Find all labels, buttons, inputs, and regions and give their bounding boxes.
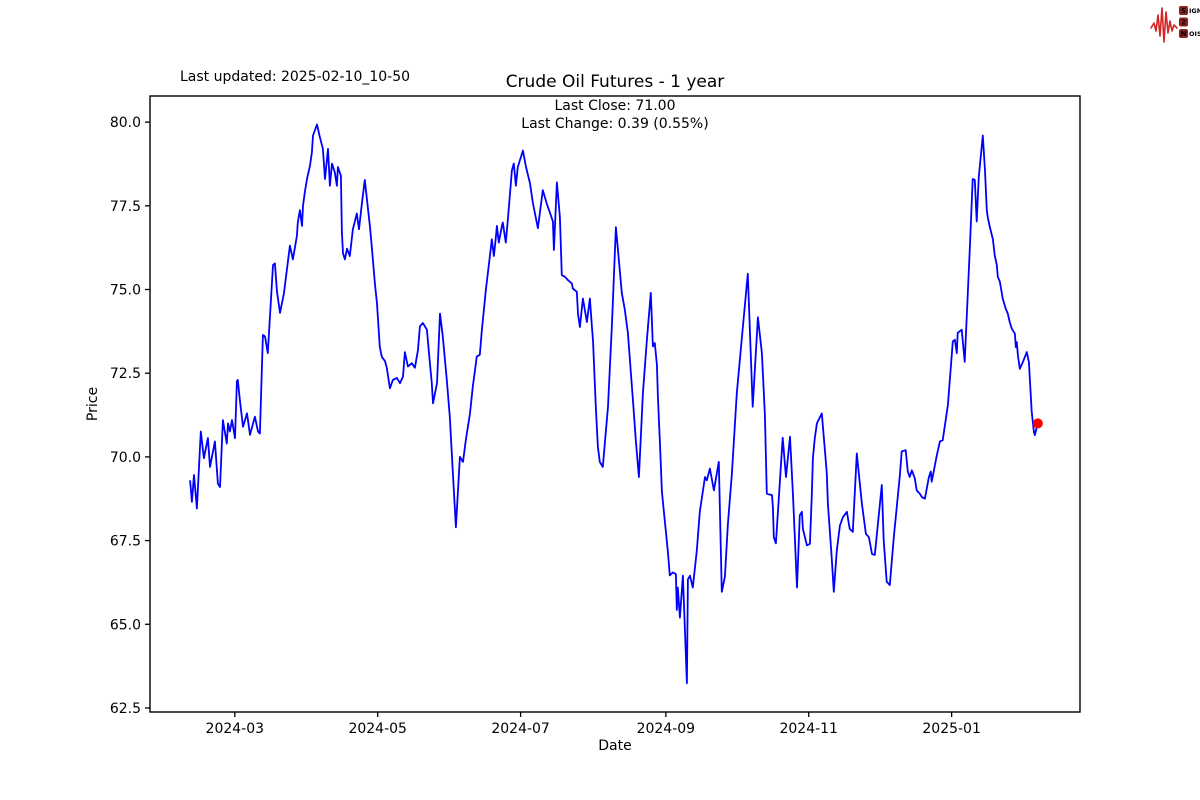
- logo-text: SIGNAL2 NOISE: [1179, 6, 1200, 38]
- price-line: [189, 123, 1039, 685]
- y-tick-label: 80.0: [110, 115, 141, 131]
- logo-box-letter: 2: [1181, 19, 1186, 27]
- logo-row-text: OISE: [1189, 30, 1200, 38]
- y-tick-label: 70.0: [110, 450, 141, 466]
- annotation-last-close: Last Close: 71.00: [555, 98, 676, 114]
- x-tick-label: 2024-09: [637, 721, 696, 737]
- waveform-icon: [1150, 7, 1178, 43]
- y-tick-label: 77.5: [110, 199, 141, 215]
- y-tick-label: 75.0: [110, 283, 141, 299]
- x-tick-label: 2024-11: [779, 721, 838, 737]
- y-tick-label: 65.0: [110, 617, 141, 633]
- last-close-marker: [1032, 418, 1043, 429]
- logo-box: [1179, 29, 1188, 38]
- y-axis-label: Price: [85, 387, 101, 421]
- logo-box-letter: N: [1181, 30, 1187, 38]
- chart-title: Crude Oil Futures - 1 year: [506, 72, 725, 92]
- plot-frame: [149, 95, 1081, 713]
- x-tick-label: 2024-03: [206, 721, 265, 737]
- annotation-last-change: Last Change: 0.39 (0.55%): [521, 116, 708, 132]
- logo-box: [1179, 17, 1188, 27]
- logo-row-text: IGNAL: [1189, 7, 1200, 15]
- x-tick-label: 2024-05: [348, 721, 407, 737]
- y-tick-label: 62.5: [110, 701, 141, 717]
- price-line-series: [189, 123, 1043, 685]
- y-tick-label: 72.5: [110, 366, 141, 382]
- last-updated-text: Last updated: 2025-02-10_10-50: [180, 69, 410, 85]
- y-tick-label: 67.5: [110, 534, 141, 550]
- x-axis-label: Date: [598, 738, 631, 754]
- logo-box: [1179, 6, 1188, 15]
- x-tick-label: 2024-07: [491, 721, 550, 737]
- y-axis-ticks: 80.0 77.5 75.0 72.5 70.0 67.5 65.0 62.5: [110, 115, 150, 717]
- logo-box-letter: S: [1181, 7, 1186, 15]
- signal2noise-logo: SIGNAL2 NOISE: [1150, 6, 1200, 43]
- x-axis-ticks: 2024-03 2024-05 2024-07 2024-09 2024-11 2025-…: [206, 712, 981, 737]
- x-tick-label: 2025-01: [922, 721, 981, 737]
